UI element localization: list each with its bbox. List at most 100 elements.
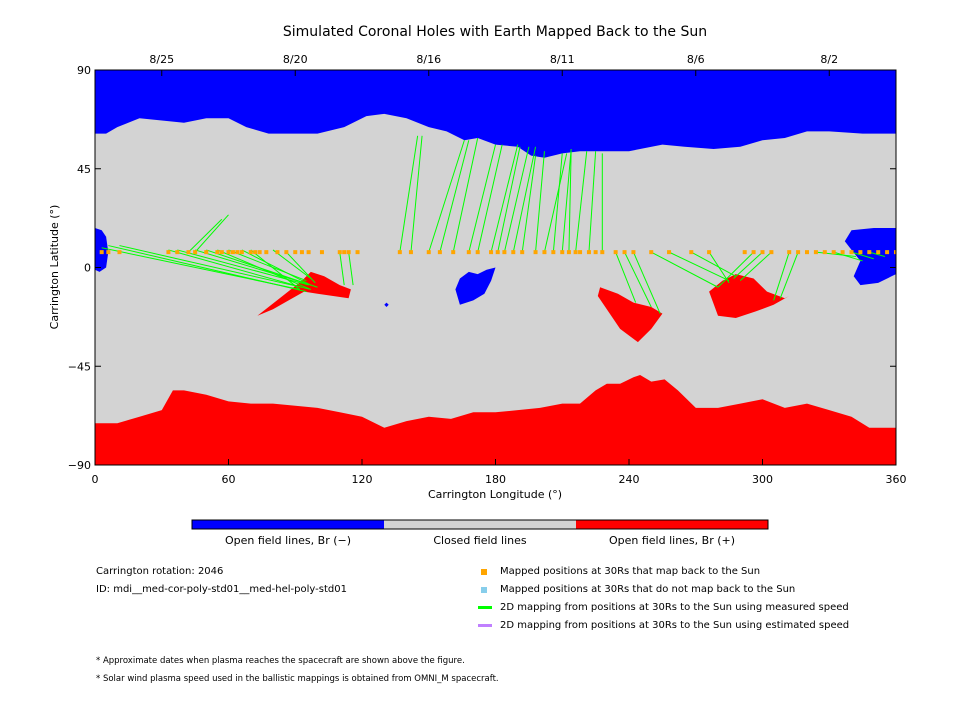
legend-marker-icon	[481, 586, 487, 593]
mapped-position-point	[355, 250, 360, 255]
colorbar-label: Open field lines, Br (−)	[225, 534, 351, 547]
legend-label: Mapped positions at 30Rs that do not map…	[500, 584, 796, 595]
mapped-position-point	[667, 250, 672, 255]
mapping-line	[250, 249, 301, 290]
mapped-position-point	[175, 250, 180, 255]
legend-label: 2D mapping from positions at 30Rs to the…	[500, 602, 849, 613]
mapped-position-point	[319, 250, 324, 255]
region-hole-speck	[384, 302, 389, 307]
mapping-line	[833, 251, 863, 262]
mapped-position-point	[631, 250, 636, 255]
mapped-position-point	[106, 250, 111, 255]
mapped-position-point	[230, 250, 235, 255]
mapping-line	[568, 151, 572, 253]
y-tick-label: 45	[77, 163, 91, 176]
region-plume-near-245	[597, 287, 663, 343]
mapping-line	[708, 251, 730, 284]
mapping-line	[503, 146, 530, 253]
mapping-line	[194, 249, 305, 284]
mapped-position-point	[475, 250, 480, 255]
footnote-dates: * Approximate dates when plasma reaches …	[96, 656, 465, 666]
mapped-position-point	[787, 250, 792, 255]
mapping-line	[869, 251, 886, 258]
legend-line-icon	[478, 606, 492, 609]
mapping-line	[108, 245, 307, 293]
mapped-position-point	[600, 250, 605, 255]
x-tick-label: 180	[485, 473, 506, 486]
mapped-position-point	[502, 250, 507, 255]
mapping-line	[497, 146, 521, 253]
mapped-position-point	[622, 250, 627, 255]
mapped-position-point	[204, 250, 209, 255]
colorbar-segment	[192, 520, 384, 529]
mapped-position-point	[215, 250, 220, 255]
mapping-line	[739, 251, 772, 282]
colorbar-label: Open field lines, Br (+)	[609, 534, 735, 547]
mapped-position-point	[299, 250, 304, 255]
axes: 0 60 120 180 240 300 360 90 45 0 −45 −90 8/25 8/20 8/1…	[68, 53, 907, 486]
mapped-position-point	[226, 250, 231, 255]
region-hole-west-edge	[95, 228, 109, 272]
mapped-position-point	[560, 250, 565, 255]
mapped-position-point	[489, 250, 494, 255]
carrington-rotation-label: Carrington rotation: 2046	[96, 566, 224, 577]
legend-marker-icon	[481, 568, 487, 575]
date-tick-label: 8/20	[283, 53, 308, 66]
mapped-position-point	[573, 250, 578, 255]
mapping-line	[512, 146, 537, 253]
mapping-line	[588, 151, 597, 253]
mapping-line	[228, 249, 307, 282]
mapping-line	[717, 251, 754, 288]
mapping-line	[119, 245, 311, 290]
x-tick-label: 360	[886, 473, 907, 486]
region-hole-center-small	[455, 267, 496, 305]
y-tick-label: −45	[68, 360, 91, 373]
mapping-line	[468, 144, 496, 253]
mapping-line	[490, 144, 519, 253]
legend-item: Mapped positions at 30Rs that map back t…	[478, 566, 760, 577]
mapped-position-point	[337, 250, 342, 255]
colorbar-frame	[191, 519, 769, 530]
x-tick-label: 240	[619, 473, 640, 486]
chart-title: Simulated Coronal Holes with Earth Mappe…	[283, 24, 707, 40]
mapped-position-point	[193, 250, 198, 255]
y-tick-label: −90	[68, 459, 91, 472]
colorbar: Open field lines, Br (−) Closed field lin…	[191, 519, 769, 547]
mapped-position-point	[397, 250, 402, 255]
mapped-position-point	[760, 250, 765, 255]
mapped-position-point	[742, 250, 747, 255]
model-id-label: ID: mdi__med-cor-poly-std01__med-hel-pol…	[96, 584, 347, 595]
legend-label: Mapped positions at 30Rs that map back t…	[500, 566, 761, 577]
mapped-position-point	[495, 250, 500, 255]
mapped-position-point	[257, 250, 262, 255]
date-tick-label: 8/11	[550, 53, 575, 66]
mapped-position-point	[437, 250, 442, 255]
mapping-line	[285, 251, 316, 284]
mapping-line	[439, 140, 470, 253]
legend-item: Mapped positions at 30Rs that do not map…	[478, 584, 795, 595]
mapping-line	[779, 251, 799, 299]
mapped-position-point	[166, 250, 171, 255]
mapped-position-point	[346, 250, 351, 255]
mapping-line	[615, 251, 637, 303]
mapped-position-point	[551, 250, 556, 255]
mapped-position-point	[858, 250, 863, 255]
mapping-line	[339, 252, 345, 286]
x-tick-label: 60	[222, 473, 236, 486]
mapped-position-point	[769, 250, 774, 255]
mapping-line	[521, 155, 537, 253]
mapping-line	[428, 140, 465, 253]
legend-item: 2D mapping from positions at 30Rs to the…	[478, 620, 849, 631]
mapped-position-point	[275, 250, 280, 255]
mapped-position-point	[408, 250, 413, 255]
mapped-position-point	[99, 250, 104, 255]
colorbar-segment	[576, 520, 768, 529]
mapping-line	[668, 251, 730, 282]
mapped-position-point	[840, 250, 845, 255]
mapping-line	[477, 144, 503, 253]
date-tick-label: 8/2	[820, 53, 838, 66]
y-tick-label: 90	[77, 64, 91, 77]
date-tick-label: 8/16	[416, 53, 441, 66]
mapped-position-point	[566, 250, 571, 255]
mapped-position-point	[885, 250, 890, 255]
